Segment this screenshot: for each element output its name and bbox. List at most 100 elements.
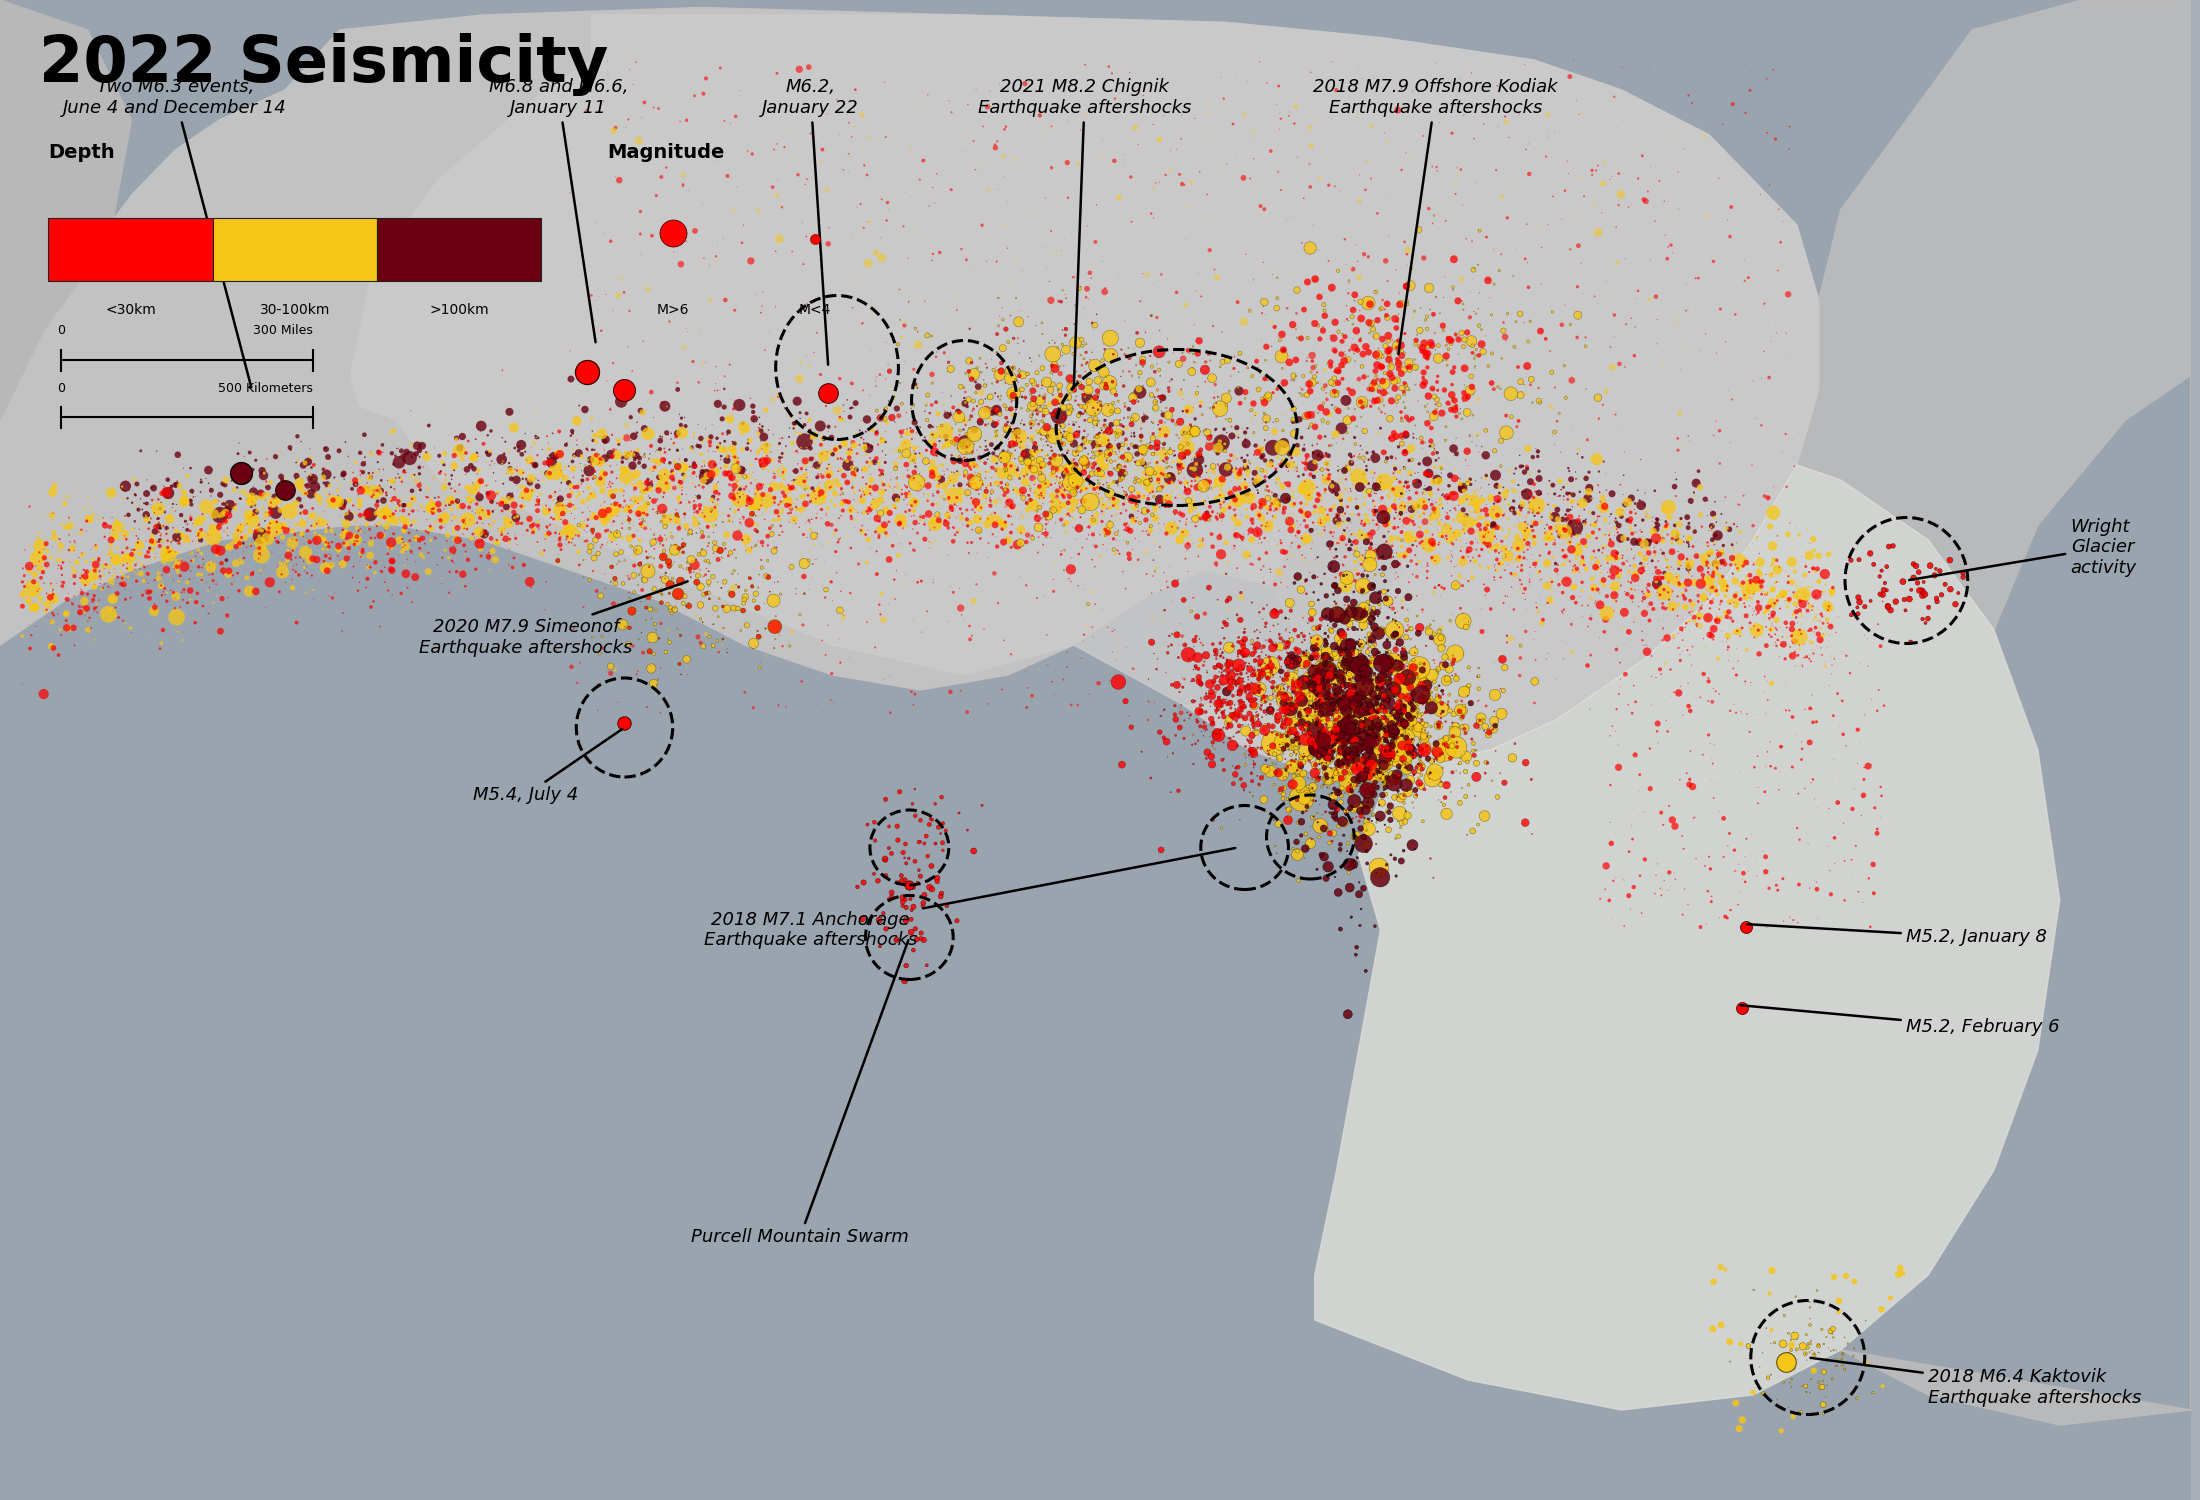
Point bbox=[1366, 753, 1401, 777]
Point bbox=[909, 600, 944, 624]
Point bbox=[1360, 308, 1395, 332]
Point bbox=[948, 413, 983, 436]
Point bbox=[1905, 608, 1940, 631]
Point bbox=[1379, 654, 1415, 678]
Point bbox=[625, 498, 660, 522]
Point bbox=[1008, 470, 1043, 494]
Point bbox=[1536, 494, 1571, 517]
Point bbox=[1375, 712, 1410, 736]
Point bbox=[1166, 406, 1201, 430]
Point bbox=[656, 572, 691, 596]
Point bbox=[836, 433, 871, 457]
Point bbox=[1155, 368, 1190, 392]
Point bbox=[1646, 813, 1681, 837]
Point bbox=[1223, 699, 1258, 723]
Point bbox=[1080, 414, 1115, 438]
Point bbox=[110, 503, 145, 526]
Point bbox=[1269, 734, 1305, 758]
Point bbox=[1368, 744, 1404, 768]
Point bbox=[1186, 470, 1221, 494]
Point bbox=[521, 518, 557, 542]
Point bbox=[790, 435, 825, 459]
Point bbox=[772, 494, 807, 517]
Point bbox=[972, 486, 1008, 510]
Point bbox=[1318, 657, 1353, 681]
Point bbox=[1694, 885, 1729, 909]
Point bbox=[1065, 432, 1100, 456]
Point bbox=[1283, 752, 1318, 776]
Point bbox=[1751, 705, 1786, 729]
Point bbox=[1817, 827, 1852, 850]
Point bbox=[1333, 654, 1368, 678]
Point bbox=[398, 500, 433, 523]
Point bbox=[777, 413, 812, 436]
Point bbox=[147, 525, 183, 549]
Point bbox=[1049, 503, 1085, 526]
Point bbox=[757, 615, 792, 639]
Point bbox=[1470, 639, 1505, 663]
Point bbox=[543, 507, 579, 531]
Point bbox=[1234, 364, 1269, 388]
Point bbox=[583, 536, 618, 560]
Point bbox=[662, 447, 697, 471]
Point bbox=[629, 694, 664, 718]
Point bbox=[1329, 664, 1364, 688]
Point bbox=[862, 510, 898, 534]
Point bbox=[1126, 374, 1162, 398]
Point bbox=[1351, 668, 1386, 692]
Text: Purcell Mountain Swarm: Purcell Mountain Swarm bbox=[691, 940, 909, 1246]
Point bbox=[222, 513, 257, 537]
Point bbox=[156, 570, 191, 594]
Point bbox=[1016, 470, 1052, 494]
Point bbox=[1749, 740, 1784, 764]
Text: M5.2, January 8: M5.2, January 8 bbox=[1747, 924, 2048, 946]
Point bbox=[1318, 294, 1353, 318]
Point bbox=[636, 585, 671, 609]
Point bbox=[488, 429, 524, 453]
Point bbox=[1811, 543, 1846, 567]
Point bbox=[372, 504, 407, 528]
Point bbox=[26, 560, 62, 584]
Point bbox=[332, 540, 367, 564]
Point bbox=[1333, 681, 1368, 705]
Point bbox=[1668, 298, 1703, 322]
Point bbox=[700, 436, 735, 460]
Point bbox=[460, 462, 495, 486]
Point bbox=[1368, 446, 1404, 470]
Point bbox=[781, 470, 816, 494]
Point bbox=[1309, 712, 1344, 736]
Point bbox=[350, 530, 385, 554]
Point bbox=[1360, 640, 1395, 664]
Point bbox=[1133, 580, 1168, 604]
Point bbox=[994, 642, 1030, 666]
Point bbox=[180, 528, 216, 552]
Point bbox=[783, 669, 818, 693]
Point bbox=[979, 340, 1014, 364]
Point bbox=[1729, 702, 1764, 726]
Point bbox=[273, 500, 308, 523]
Point bbox=[750, 524, 785, 548]
Point bbox=[1362, 729, 1397, 753]
Point bbox=[1388, 274, 1423, 298]
Point bbox=[981, 433, 1016, 457]
Point bbox=[1775, 644, 1811, 668]
Point bbox=[1195, 706, 1230, 730]
Point bbox=[1597, 567, 1632, 591]
Point bbox=[251, 522, 286, 546]
Point bbox=[1269, 706, 1305, 730]
Point bbox=[1773, 1376, 1808, 1400]
Point bbox=[1415, 433, 1450, 457]
Point bbox=[744, 300, 779, 324]
Point bbox=[1085, 444, 1120, 468]
Point bbox=[1239, 699, 1274, 723]
Point bbox=[1566, 530, 1602, 554]
Point bbox=[1102, 433, 1137, 457]
Point bbox=[1417, 648, 1452, 672]
Point bbox=[1045, 414, 1080, 438]
Point bbox=[909, 291, 944, 315]
Point bbox=[268, 476, 304, 500]
Point bbox=[1019, 500, 1054, 523]
Point bbox=[1661, 566, 1696, 590]
Point bbox=[1030, 444, 1065, 468]
Point bbox=[1437, 466, 1472, 490]
